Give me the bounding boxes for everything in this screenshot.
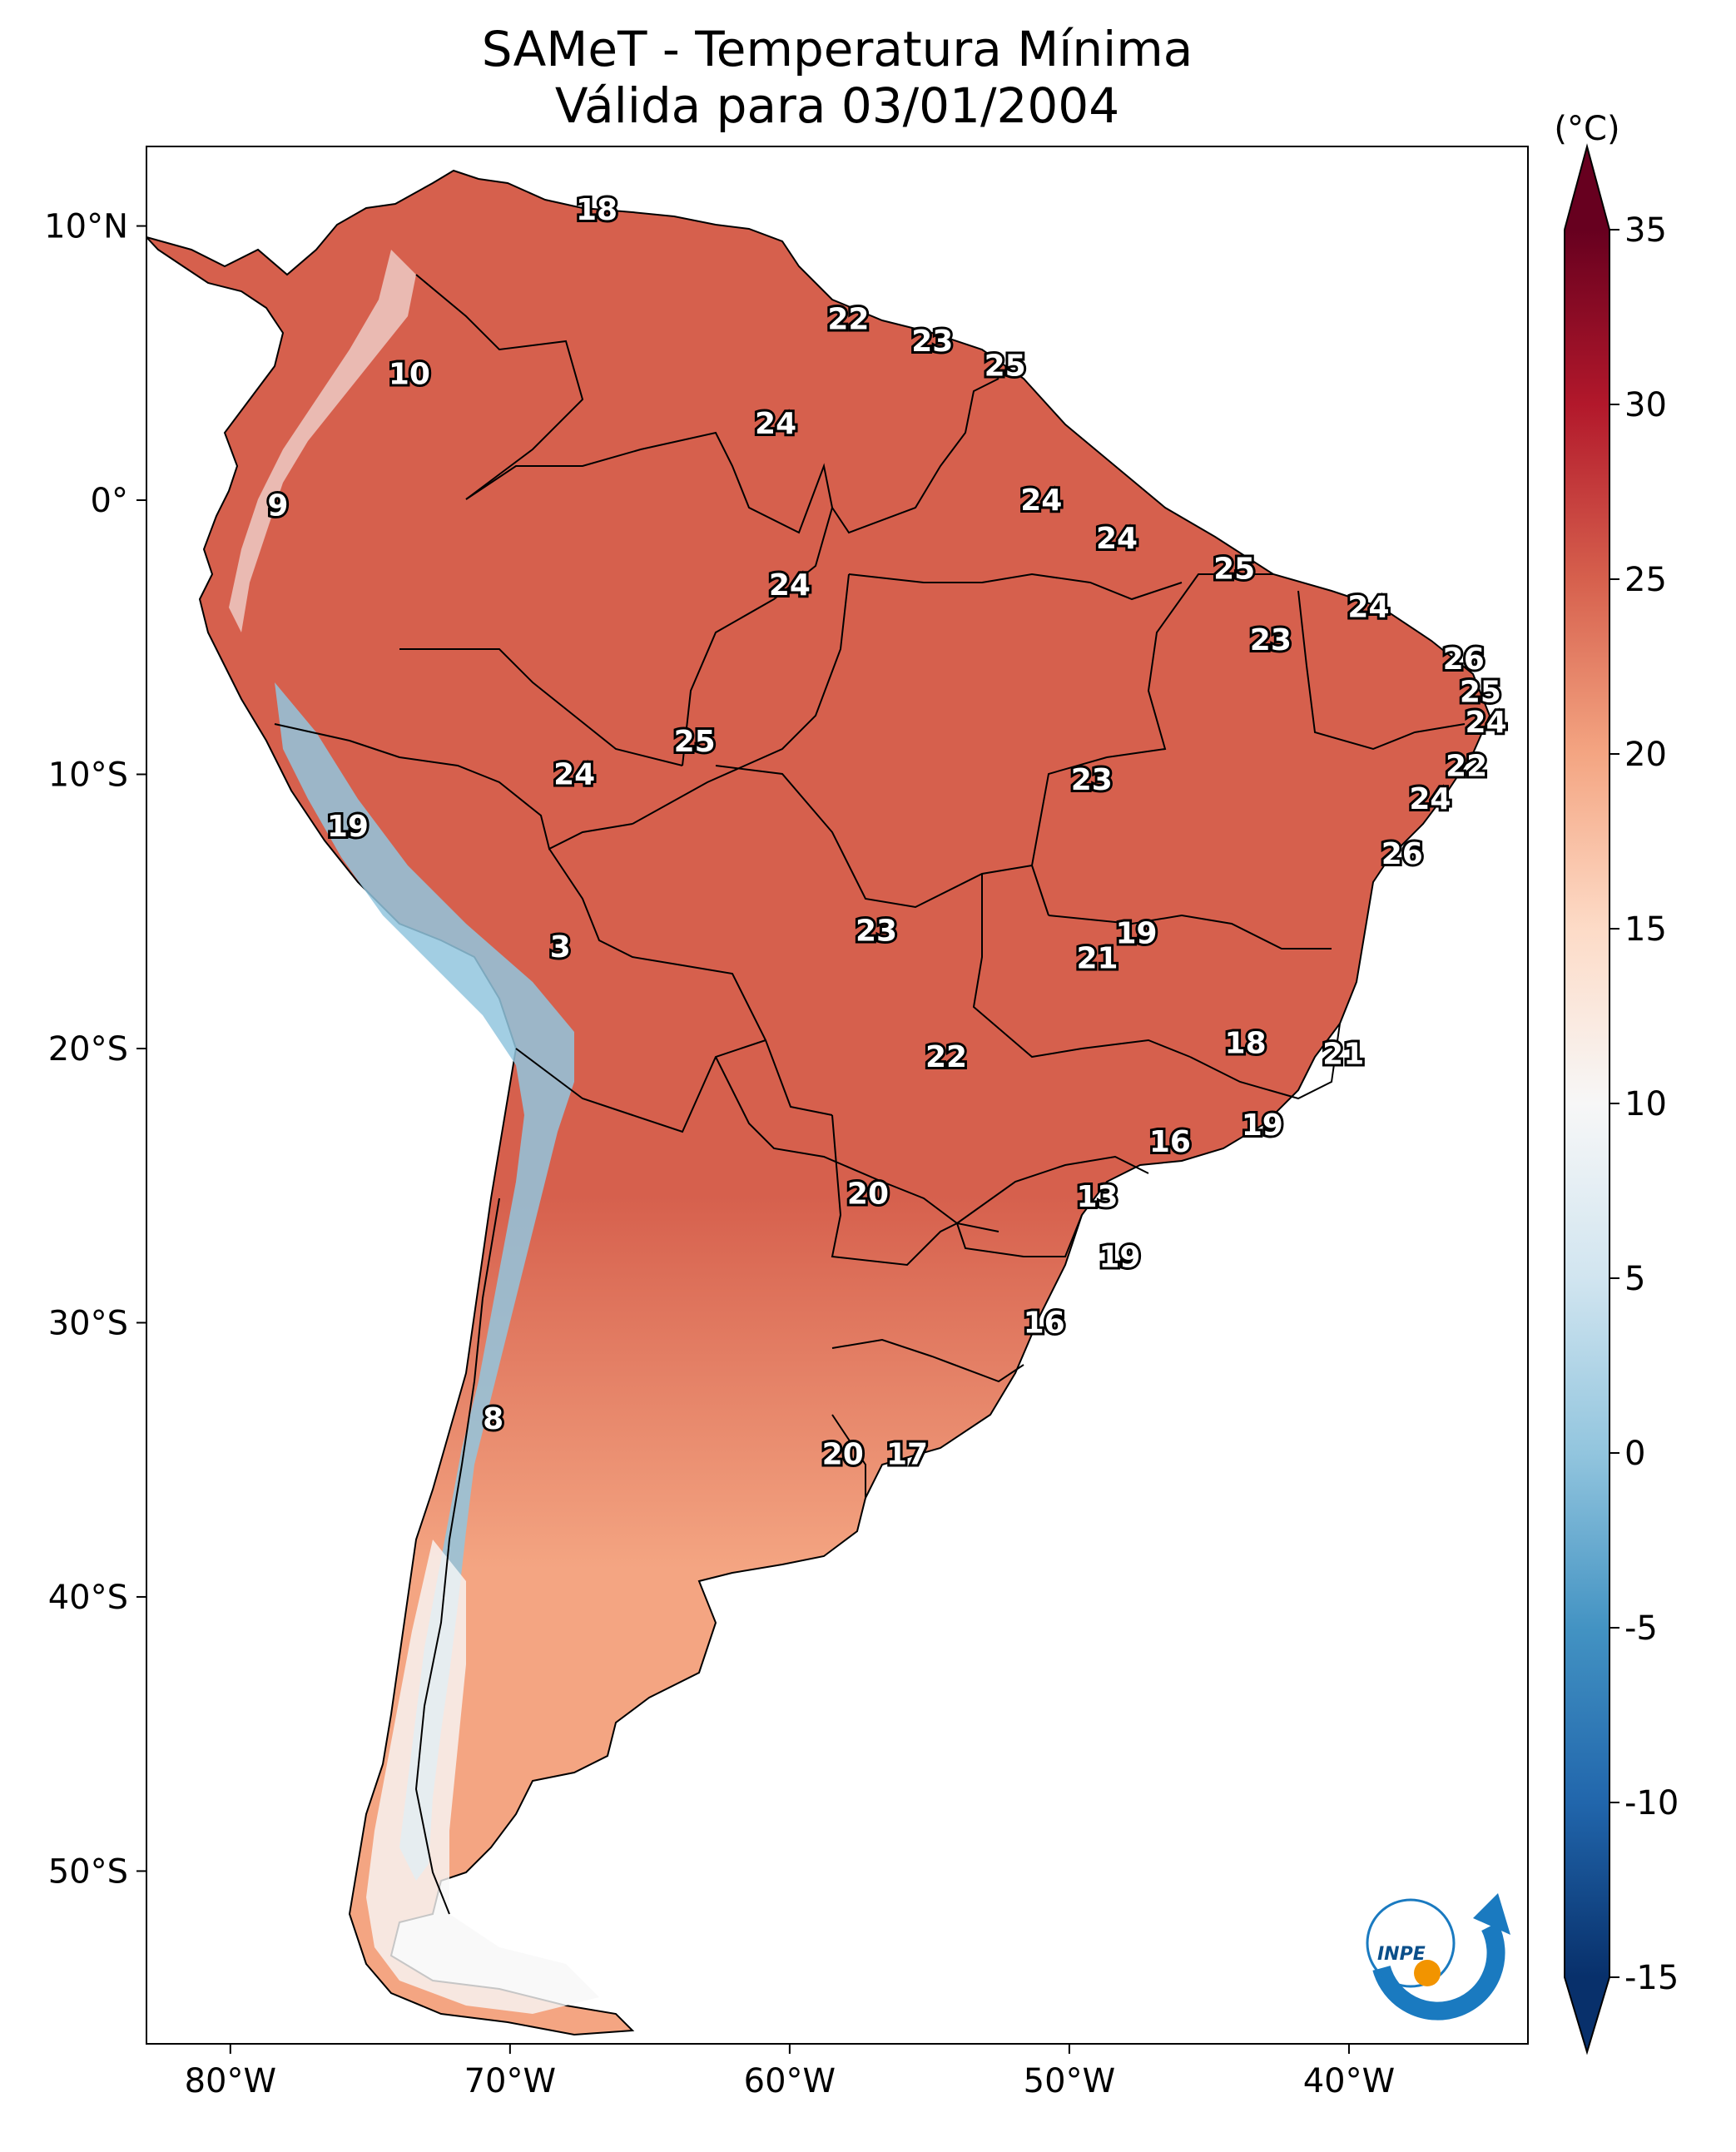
contour-label: 16: [1149, 1125, 1191, 1159]
patagonia-cool-region: [366, 1540, 599, 2014]
country-borders: [274, 274, 1466, 1915]
colorbar-tick-label: 20: [1624, 736, 1667, 774]
contour-label: 18: [576, 193, 618, 227]
contour-label: 9: [267, 489, 288, 523]
lon-tick-label: 60°W: [744, 2062, 836, 2100]
south-america-landmass: [146, 169, 1491, 2036]
contour-label: 24: [1096, 522, 1138, 556]
contour-label: 13: [1076, 1180, 1118, 1214]
contour-label: 21: [1076, 941, 1118, 975]
contour-label: 17: [886, 1438, 928, 1472]
lon-tick-label: 40°W: [1303, 2062, 1395, 2100]
logo-ring: [1366, 1898, 1456, 1988]
contour-label: 23: [911, 325, 953, 359]
contour-label: 23: [1250, 623, 1292, 657]
lat-tick-label: 10°S: [48, 756, 128, 795]
contour-label: 24: [1409, 782, 1451, 816]
andes-cold-band: [275, 682, 574, 1881]
colorbar-max-extension: [1565, 146, 1610, 230]
chart-title: SAMeT - Temperatura Mínima: [481, 21, 1193, 77]
map-area: [146, 146, 1528, 2044]
colorbar-tick-label: 15: [1624, 910, 1667, 949]
contour-label: 21: [1322, 1038, 1364, 1072]
colorbar-tick-label: 35: [1624, 211, 1667, 250]
contour-label: 19: [1099, 1240, 1140, 1274]
colorbar-tick-label: 0: [1624, 1435, 1645, 1473]
contour-label: 23: [856, 914, 897, 948]
contour-label: 3: [550, 930, 571, 964]
contour-label: 22: [925, 1040, 967, 1074]
lat-tick-label: 30°S: [48, 1304, 128, 1342]
contour-label: 24: [1466, 706, 1507, 740]
chart-subtitle: Válida para 03/01/2004: [554, 77, 1120, 134]
contour-label: 24: [1020, 483, 1062, 518]
contour-label: 19: [1116, 917, 1158, 951]
contour-label: 19: [1242, 1108, 1283, 1143]
colorbar-unit: (°C): [1554, 110, 1619, 148]
colorbar-tick-label: 25: [1624, 561, 1667, 599]
colorbar: (°C) 35 30 25 20 15 10 5 0 -5 -10 -15: [1554, 110, 1679, 2055]
colorbar-bar: [1565, 230, 1610, 1977]
contour-label: 8: [483, 1402, 503, 1436]
contour-label: 25: [1460, 676, 1501, 710]
contour-label: 24: [755, 407, 796, 441]
logo-arrow: [1473, 1893, 1510, 1935]
lat-tick-label: 50°S: [48, 1852, 128, 1891]
contour-label: 24: [1347, 591, 1389, 625]
contour-label: 23: [1071, 763, 1113, 797]
colorbar-tick-label: -10: [1624, 1784, 1679, 1822]
contour-label: 26: [1443, 642, 1485, 677]
contour-label: 25: [674, 725, 716, 759]
lon-tick-label: 80°W: [185, 2062, 276, 2100]
map-frame: [146, 146, 1529, 2045]
contour-label: 16: [1024, 1306, 1065, 1340]
contour-label: 22: [827, 303, 869, 337]
lat-tick-label: 10°N: [44, 208, 128, 246]
colorbar-tick-label: -15: [1624, 1959, 1679, 1997]
northern-andes-cool-band: [229, 250, 416, 632]
colorbar-tick-label: 30: [1624, 386, 1667, 424]
colorbar-tick-label: 5: [1624, 1260, 1645, 1298]
lat-tick-label: 40°S: [48, 1579, 128, 1617]
contour-label: 25: [1213, 552, 1255, 586]
contour-label: 19: [327, 810, 369, 844]
colorbar-ticks: 35 30 25 20 15 10 5 0 -5 -10 -15: [1610, 211, 1679, 1997]
lat-tick-label: 0°: [91, 482, 128, 520]
latitude-ticks: 10°N 0° 10°S 20°S 30°S 40°S 50°S: [44, 208, 146, 1891]
contour-label: 20: [847, 1178, 889, 1212]
longitude-ticks: 80°W 70°W 60°W 50°W 40°W: [185, 2044, 1395, 2100]
lon-tick-label: 70°W: [464, 2062, 556, 2100]
contour-label: 26: [1381, 837, 1423, 871]
inpe-logo: INPE: [1366, 1893, 1510, 2021]
contour-label: 22: [1446, 750, 1487, 784]
contour-label: 10: [389, 357, 430, 391]
colorbar-tick-label: 10: [1624, 1085, 1667, 1123]
colorbar-min-extension: [1565, 1977, 1610, 2052]
contour-label: 20: [822, 1438, 864, 1472]
logo-sun: [1414, 1960, 1441, 1986]
lon-tick-label: 50°W: [1024, 2062, 1115, 2100]
lat-tick-label: 20°S: [48, 1030, 128, 1069]
contour-label: 24: [769, 568, 811, 602]
logo-text: INPE: [1377, 1944, 1426, 1965]
contour-label: 18: [1225, 1026, 1267, 1060]
logo-swoosh: [1372, 1922, 1505, 2021]
colorbar-tick-label: -5: [1624, 1609, 1658, 1648]
contour-label: 25: [985, 350, 1026, 384]
contour-label: 24: [553, 758, 595, 792]
